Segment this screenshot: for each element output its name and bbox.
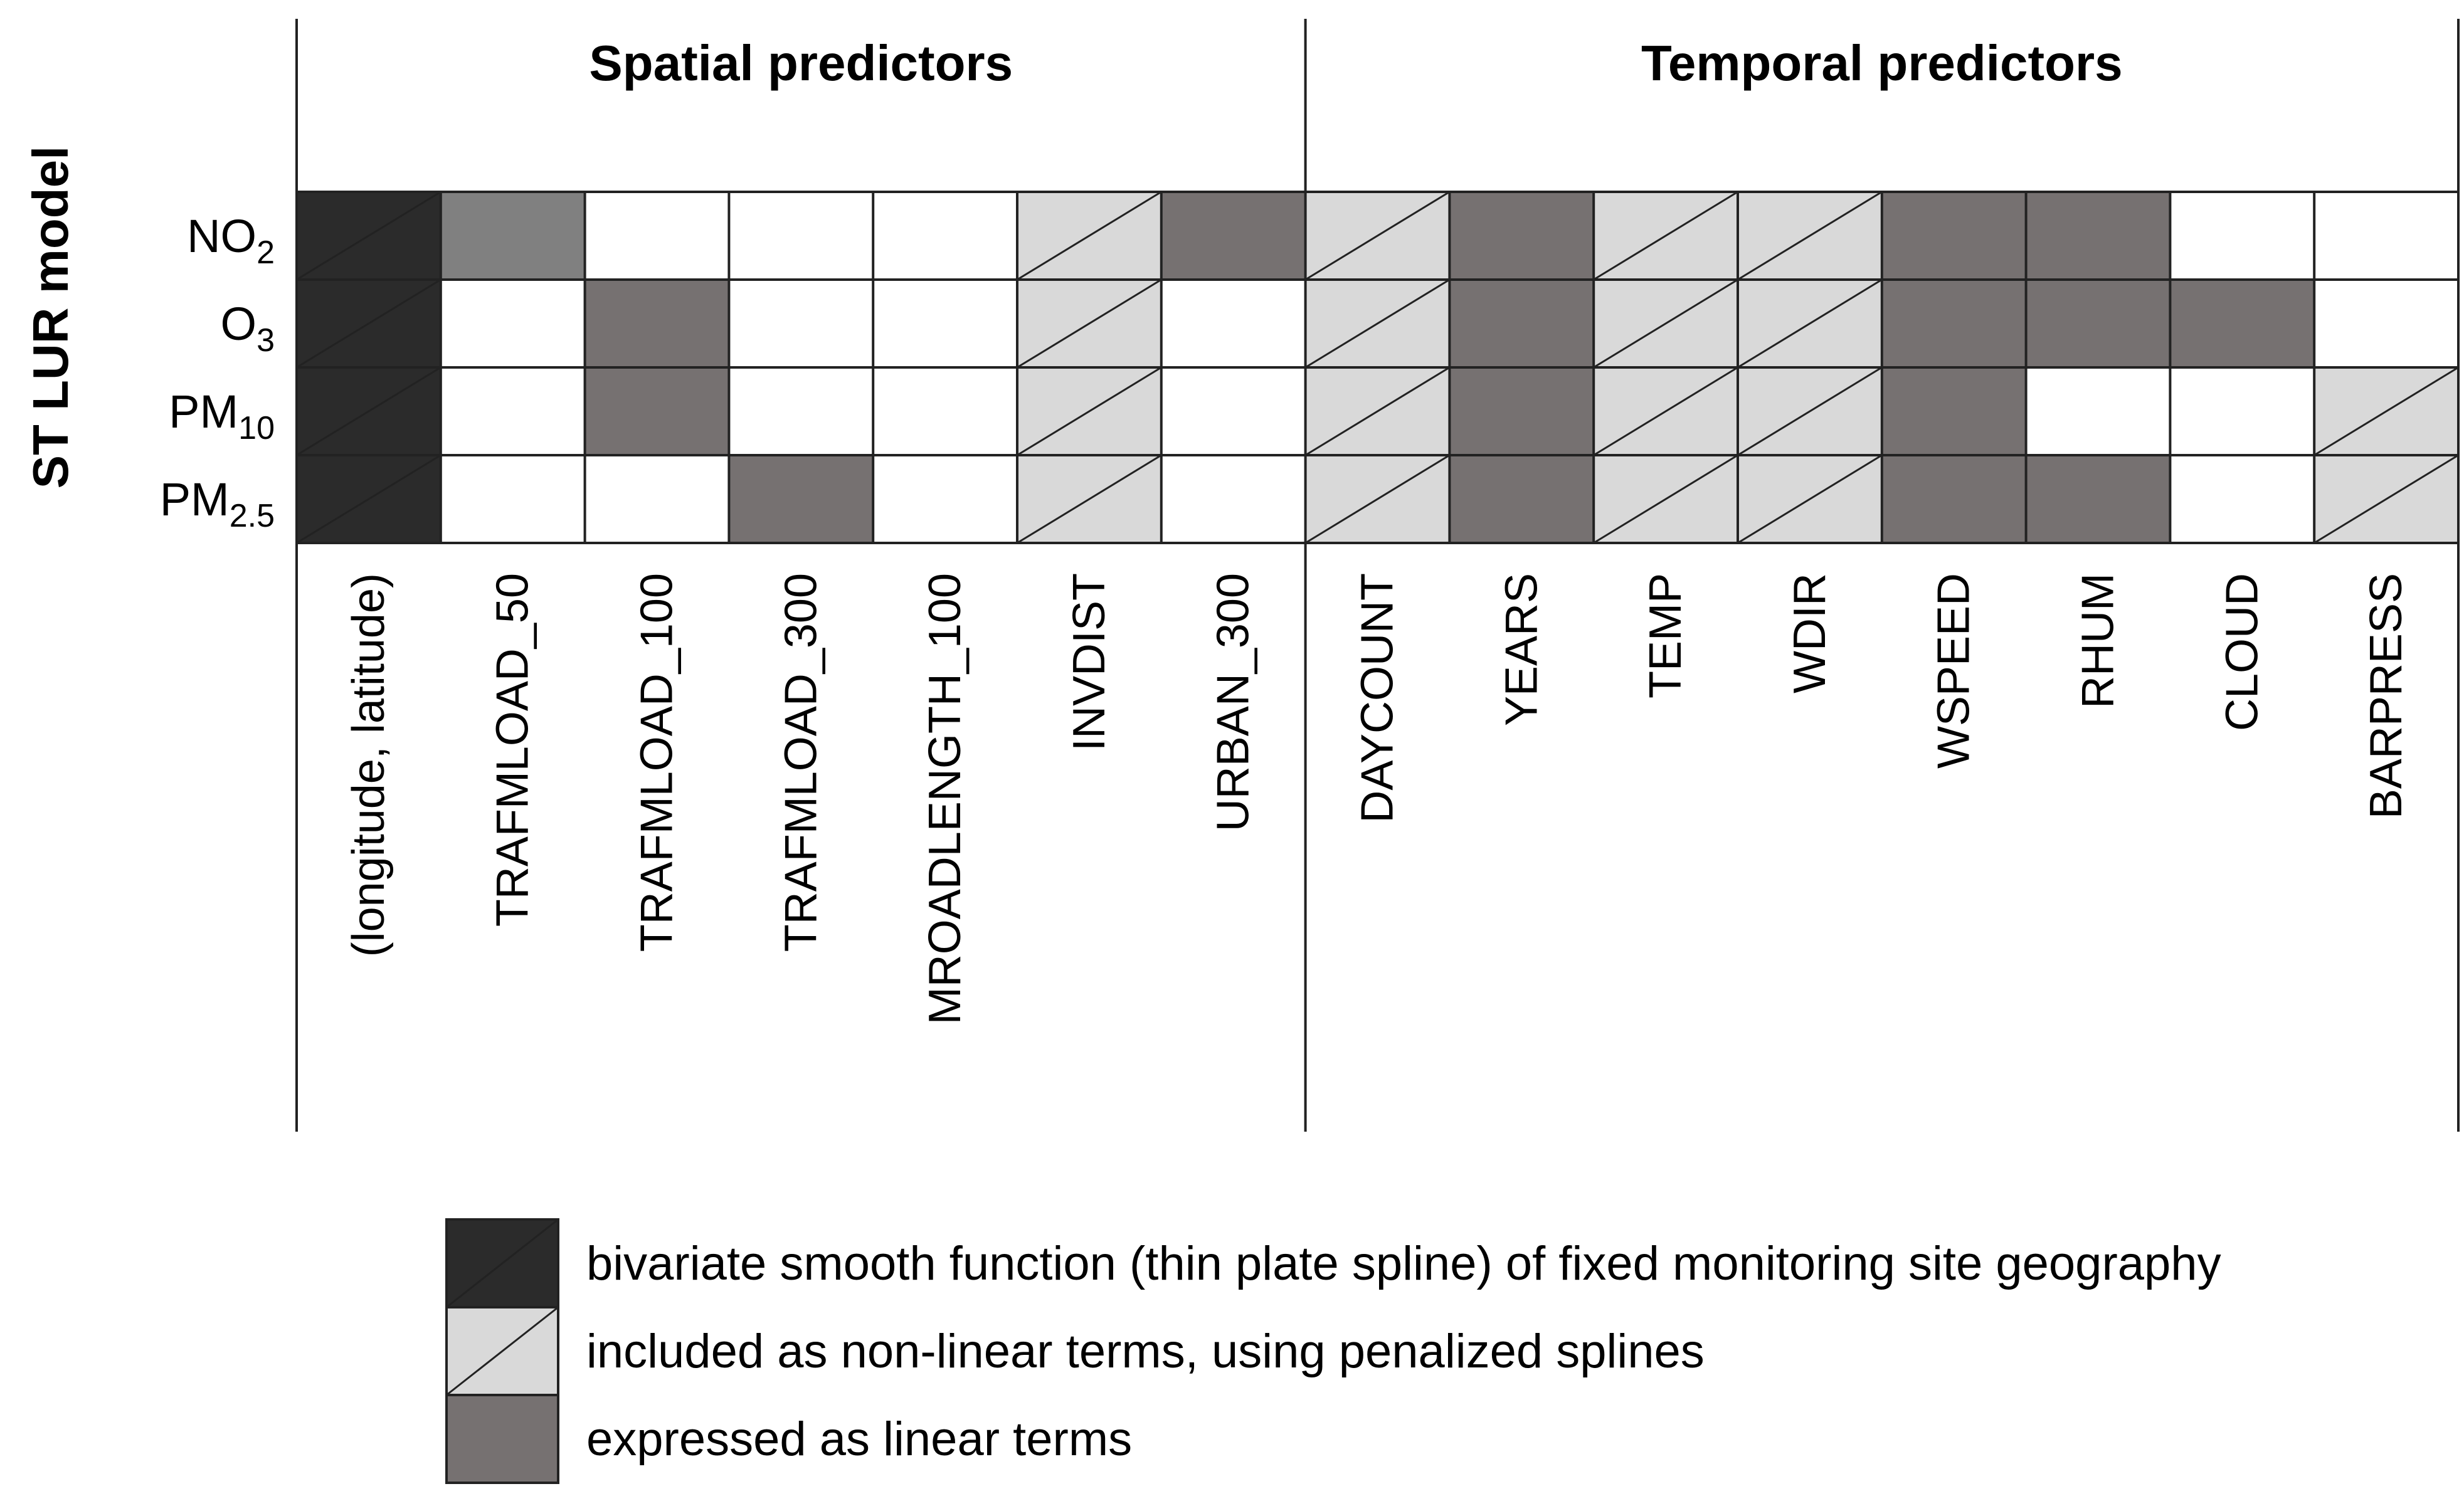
cell-none-r3-c1 — [440, 455, 585, 543]
cell-none-r1-c1 — [440, 280, 585, 367]
cell-none-r3-c13 — [2170, 455, 2315, 543]
column-label: CLOUD — [2217, 573, 2267, 731]
cell-linear-r3-c12 — [2026, 455, 2171, 543]
row-label-main: NO — [187, 210, 256, 262]
legend-swatch-diagonal — [446, 1306, 559, 1396]
cell-diagonal — [2313, 454, 2459, 544]
cell-linear-r0-c11 — [1881, 192, 2026, 280]
cell-none-r1-c6 — [1161, 280, 1306, 367]
row-label-main: PM — [169, 386, 238, 438]
cell-none-r1-c14 — [2314, 280, 2458, 367]
cell-diagonal — [296, 191, 442, 281]
cell-diagonal — [1304, 454, 1451, 544]
cell-linear-r3-c11 — [1881, 455, 2026, 543]
row-label: PM2.5 — [160, 473, 275, 534]
cell-none-r2-c3 — [729, 367, 874, 455]
row-label-main: O — [221, 298, 257, 350]
cell-linear-r1-c11 — [1881, 280, 2026, 367]
cell-linear-r1-c12 — [2026, 280, 2171, 367]
cell-diagonal — [1737, 278, 1883, 369]
cell-none-r0-c4 — [873, 192, 1017, 280]
cell-none-r3-c4 — [873, 455, 1017, 543]
cell-linear-r0-c8 — [1449, 192, 1594, 280]
cell-diagonal — [1017, 278, 1162, 369]
cell-linear-r1-c8 — [1449, 280, 1594, 367]
cell-linear-r2-c8 — [1449, 367, 1594, 455]
cell-none-r2-c6 — [1161, 367, 1306, 455]
cell-linear-r2-c11 — [1881, 367, 2026, 455]
column-label: TRAFMLOAD_100 — [632, 573, 682, 952]
column-label: WDIR — [1785, 573, 1835, 693]
cell-none-r0-c13 — [2170, 192, 2315, 280]
row-label-subscript: 2.5 — [230, 498, 275, 534]
column-label: MROADLENGTH_100 — [920, 573, 970, 1024]
row-label-subscript: 2 — [256, 234, 275, 271]
row-label: PM10 — [169, 386, 275, 446]
row-label-main: PM — [160, 473, 230, 525]
legend-swatch-linear — [445, 1394, 559, 1484]
row-label: NO2 — [187, 210, 275, 271]
column-label: TEMP — [1641, 573, 1691, 698]
cell-linear-r1-c2 — [584, 280, 729, 367]
legend-label-nonlinear: included as non-linear terms, using pena… — [586, 1325, 1705, 1378]
cell-diagonal — [1737, 366, 1883, 456]
row-label: O3 — [221, 298, 275, 359]
cell-diagonal — [1017, 454, 1162, 544]
column-label: TRAFMLOAD_50 — [488, 573, 538, 927]
cell-linear-r1-c13 — [2170, 280, 2315, 367]
cell-diagonal — [296, 454, 442, 544]
column-label: URBAN_300 — [1208, 573, 1259, 831]
column-label: RHUM — [2073, 573, 2123, 708]
cell-none-r2-c13 — [2170, 367, 2315, 455]
cell-linear-r0-c6 — [1161, 192, 1306, 280]
cell-diagonal — [2313, 366, 2459, 456]
cell-diagonal — [1593, 454, 1738, 544]
row-label-subscript: 10 — [238, 410, 275, 446]
cell-none-r2-c4 — [873, 367, 1017, 455]
cell-diagonal — [1737, 191, 1883, 281]
group-header-spatial: Spatial predictors — [589, 35, 1013, 91]
cell-diagonal — [1017, 366, 1162, 456]
cell-none-r2-c12 — [2026, 367, 2171, 455]
column-label: INVDIST — [1064, 573, 1114, 751]
cell-diagonal — [1017, 191, 1162, 281]
cell-linear-r2-c2 — [584, 367, 729, 455]
cell-diagonal — [1593, 278, 1738, 369]
column-label: TRAFMLOAD_300 — [776, 573, 826, 952]
y-axis-title: ST LUR model — [23, 146, 78, 489]
cell-diagonal — [296, 366, 442, 456]
column-label: BARPRESS — [2361, 573, 2411, 819]
cell-diagonal — [1593, 191, 1738, 281]
cell-diagonal — [1304, 366, 1451, 456]
legend-swatch-diagonal — [446, 1218, 559, 1308]
cell-none-r3-c2 — [584, 455, 729, 543]
cell-linear-r3-c8 — [1449, 455, 1594, 543]
cell-diagonal — [1304, 278, 1451, 369]
column-label: YEARS — [1496, 573, 1547, 726]
column-label: DAYCOUNT — [1353, 573, 1403, 823]
cell-diagonal — [296, 278, 442, 369]
cell-none-r0-c14 — [2314, 192, 2458, 280]
cell-linear-r3-c3 — [729, 455, 874, 543]
cell-none-r0-c3 — [729, 192, 874, 280]
cell-none-r0-c2 — [584, 192, 729, 280]
column-label: WSPEED — [1929, 573, 1979, 769]
cell-diagonal — [1304, 191, 1451, 281]
legend-label-bivariate: bivariate smooth function (thin plate sp… — [586, 1237, 2221, 1290]
group-header-temporal: Temporal predictors — [1641, 35, 2123, 91]
cell-none-r2-c1 — [440, 367, 585, 455]
cell-diagonal — [1737, 454, 1883, 544]
cell-none-r3-c6 — [1161, 455, 1306, 543]
cell-linear-r0-c12 — [2026, 192, 2171, 280]
cell-linear_light-r0-c1 — [440, 192, 585, 280]
legend-label-linear: expressed as linear terms — [586, 1413, 1132, 1466]
row-label-subscript: 3 — [256, 322, 275, 359]
cell-diagonal — [1593, 366, 1738, 456]
cell-none-r1-c3 — [729, 280, 874, 367]
column-label: (longitude, latitude) — [344, 573, 394, 957]
cell-none-r1-c4 — [873, 280, 1017, 367]
